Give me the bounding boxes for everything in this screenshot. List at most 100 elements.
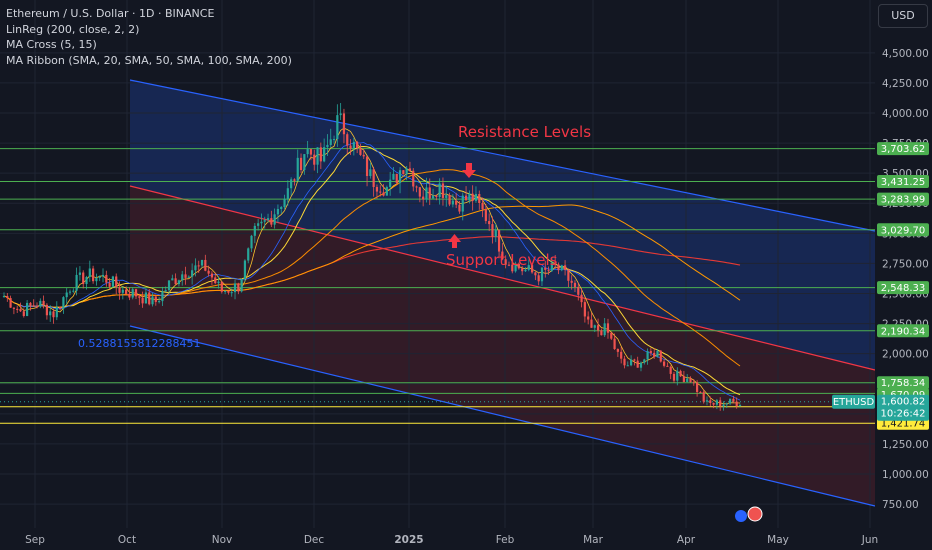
candle-body: [587, 316, 590, 320]
price-level-tag-label: 2,190.34: [881, 326, 926, 337]
candle-body: [639, 362, 643, 368]
candle-body: [283, 198, 286, 208]
candle-body: [217, 281, 220, 284]
candle-body: [501, 251, 504, 260]
candle-body: [402, 170, 405, 175]
candle-body: [171, 278, 174, 281]
candle-body: [62, 297, 65, 309]
candle-body: [636, 360, 639, 368]
candle-body: [45, 304, 49, 316]
horizontal-levels[interactable]: [0, 148, 875, 424]
candle-body: [72, 290, 75, 292]
candle-body: [230, 292, 233, 294]
candle-body: [692, 382, 695, 384]
price-axis-bg: [875, 0, 932, 550]
indicator-ma-ribbon[interactable]: MA Ribbon (SMA, 20, SMA, 50, SMA, 100, S…: [6, 53, 292, 67]
price-axis-tick: 750.00: [882, 499, 919, 511]
candle-body: [329, 139, 332, 146]
candle-body: [590, 319, 593, 328]
candle-body: [214, 277, 217, 284]
indicator-linreg[interactable]: LinReg (200, close, 2, 2): [6, 22, 140, 36]
candle-body: [316, 147, 319, 165]
candle-body: [16, 308, 19, 310]
candle-body: [52, 311, 55, 318]
candle-body: [722, 404, 725, 407]
candle-body: [134, 289, 138, 297]
candle-body: [600, 330, 603, 336]
annotation-resistance[interactable]: Resistance Levels: [458, 123, 591, 141]
annotations[interactable]: Resistance Levels Support Levels: [446, 123, 591, 269]
candle-body: [319, 147, 322, 162]
candle-body: [323, 147, 326, 162]
candle-body: [699, 391, 702, 393]
candle-body: [484, 209, 487, 222]
candle-body: [709, 400, 712, 403]
candle-body: [408, 168, 412, 171]
annotation-support[interactable]: Support Levels: [446, 251, 558, 269]
candle-body: [306, 149, 309, 155]
candle-body: [527, 265, 530, 270]
candle-body: [131, 289, 134, 298]
candle-body: [382, 192, 385, 196]
candle-body: [22, 311, 25, 316]
candle-body: [422, 196, 425, 200]
price-axis-tick: 1,250.00: [882, 439, 929, 451]
candle-body: [497, 229, 501, 252]
candle-body: [362, 154, 365, 157]
time-axis-tick: May: [767, 534, 789, 546]
candle-body: [379, 191, 382, 193]
candle-body: [511, 264, 514, 272]
price-level-tag-label: 3,283.99: [881, 195, 926, 206]
currency-button[interactable]: USD: [878, 4, 928, 28]
arrow-down-icon: [462, 163, 476, 178]
price-axis-tick: 2,000.00: [882, 349, 929, 361]
candle-body: [554, 262, 557, 265]
candle-body: [101, 274, 105, 277]
candle-body: [187, 276, 190, 278]
candle-body: [478, 193, 481, 203]
candle-body: [167, 280, 171, 291]
candle-body: [115, 276, 118, 288]
candle-body: [174, 278, 177, 285]
candle-body: [646, 351, 649, 360]
candle-body: [177, 280, 181, 285]
candle-body: [293, 179, 296, 181]
candle-body: [207, 270, 210, 274]
candle-body: [659, 350, 662, 362]
candle-body: [735, 401, 738, 407]
candle-body: [365, 156, 369, 177]
candle-body: [428, 187, 431, 199]
ma-20-line: [20, 145, 741, 396]
countdown-timer: 10:26:42: [881, 409, 926, 420]
candle-body: [296, 157, 299, 181]
candle-body: [253, 225, 256, 236]
channel-upper-line: [129, 79, 876, 232]
price-level-tag: [877, 324, 929, 338]
candle-body: [412, 170, 415, 187]
candle-body: [181, 274, 184, 281]
candle-body: [385, 186, 388, 196]
price-level-tag-label: 1,758.34: [881, 378, 926, 389]
candle-body: [369, 169, 372, 177]
candle-body: [544, 267, 547, 270]
candle-body: [184, 274, 187, 278]
candle-body: [415, 186, 418, 188]
candle-body: [191, 270, 194, 277]
candle-body: [686, 378, 689, 382]
candle-body: [451, 200, 454, 205]
candle-body: [610, 332, 613, 339]
candle-body: [431, 195, 435, 199]
event-flag-icon: [747, 506, 763, 522]
candle-body: [309, 149, 313, 155]
candle-body: [85, 276, 88, 284]
indicator-ma-cross[interactable]: MA Cross (5, 15): [6, 38, 97, 51]
candle-body: [623, 358, 626, 366]
candle-body: [197, 265, 200, 267]
candle-body: [286, 188, 289, 199]
price-axis-tick: 2,750.00: [882, 258, 929, 270]
candle-body: [445, 195, 448, 198]
candle-body: [689, 378, 692, 383]
candle-body: [339, 113, 342, 116]
symbol-title[interactable]: Ethereum / U.S. Dollar · 1D · BINANCE: [6, 7, 215, 20]
